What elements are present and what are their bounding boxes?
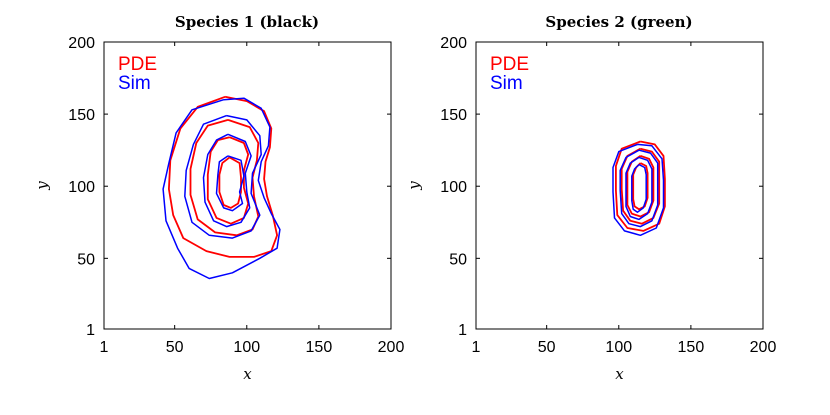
legend-entry-sim: Sim: [118, 73, 151, 94]
x-tick-label: 200: [750, 339, 777, 356]
y-tick-label: 100: [68, 179, 95, 196]
x-axis-label: x: [615, 365, 624, 383]
y-axis-label: y: [33, 181, 51, 191]
sim-contour-line: [612, 143, 665, 237]
y-tick-label: 1: [458, 322, 467, 339]
sim-contour-line: [202, 133, 252, 228]
species-1-title: Species 1 (black): [175, 13, 319, 31]
y-tick-label: 200: [440, 35, 467, 52]
pde-contour-line: [189, 119, 260, 237]
y-tick-label: 1: [86, 322, 95, 339]
x-tick-label: 1: [472, 339, 481, 356]
x-tick-label: 50: [166, 339, 184, 356]
x-tick-label: 150: [678, 339, 705, 356]
sim-contour-line: [631, 163, 647, 213]
legend-entry-pde: PDE: [490, 54, 529, 75]
sim-contour-line: [215, 155, 245, 212]
pde-contour-line: [632, 162, 649, 211]
x-tick-label: 100: [605, 339, 632, 356]
legend-entry-pde: PDE: [118, 54, 157, 75]
sim-contour-line: [625, 156, 653, 221]
y-tick-label: 100: [440, 179, 467, 196]
x-tick-label: 150: [306, 339, 333, 356]
sim-contour-line: [162, 97, 281, 280]
y-tick-label: 150: [68, 107, 95, 124]
plot-frame: [103, 41, 392, 330]
x-tick-label: 1: [100, 339, 109, 356]
pde-contour-line: [620, 147, 661, 225]
sim-contour-line: [184, 114, 262, 239]
x-tick-label: 100: [233, 339, 260, 356]
sim-contour-line: [619, 149, 659, 228]
pde-contour-line: [615, 140, 666, 232]
species-2-panel: Species 2 (green) 1 50 100 150 2001501001502…: [405, 13, 776, 383]
y-tick-label: 200: [68, 35, 95, 52]
pde-contour-line: [206, 136, 250, 225]
y-axis-label: y: [405, 181, 423, 191]
y-tick-label: 150: [440, 107, 467, 124]
y-tick-label: 50: [449, 251, 467, 268]
species-2-title: Species 2 (green): [545, 13, 692, 31]
pde-contour-line: [218, 156, 242, 209]
x-axis-label: x: [243, 365, 252, 383]
y-tick-label: 50: [77, 251, 95, 268]
x-tick-label: 50: [538, 339, 556, 356]
plot-frame: [475, 41, 764, 330]
legend-entry-sim: Sim: [490, 73, 523, 94]
species-1-panel: Species 1 (black) 1 50 100 150 2001501001502…: [33, 13, 404, 383]
x-tick-label: 200: [378, 339, 405, 356]
